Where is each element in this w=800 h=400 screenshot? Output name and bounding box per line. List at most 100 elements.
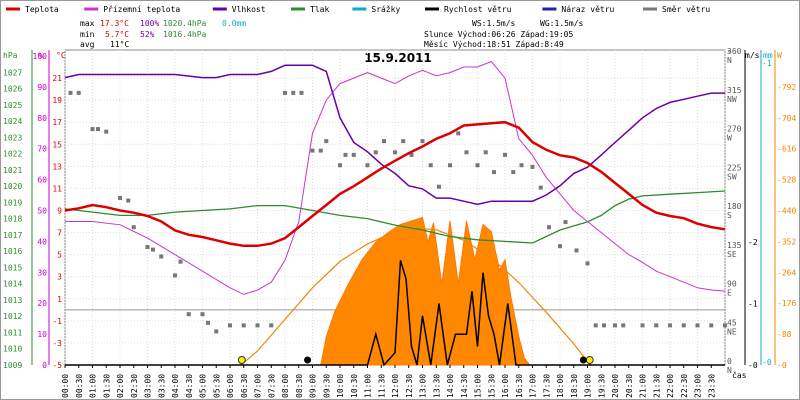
x-tick-label: 03:00 [144,374,153,398]
x-tick-label: 20:30 [625,374,634,398]
x-tick-label: 09:00 [309,374,318,398]
humidity-tick: 40 [37,237,47,246]
legend-item: Náraz větru [542,5,615,14]
humidity-tick: 50 [37,207,47,216]
wind-direction-dot [291,90,296,95]
stats-max-hum: 100% [140,19,159,28]
temperature-line [64,120,726,248]
temperature-tick: 5 [57,251,62,260]
wind-direction-dot [269,323,274,328]
wind-direction-dot [519,163,524,168]
humidity-tick: 70 [37,145,47,154]
solar-tick: -528 [777,176,796,185]
x-tick-label: 13:00 [419,374,428,398]
direction-tick: 45 [727,318,737,327]
wind-direction-dot [640,323,645,328]
wind-direction-dot [351,152,356,157]
time-axis-label: čas [732,370,747,380]
legend-item: Tlak [291,5,329,14]
stats-min-press: 1016.4hPa [163,30,207,39]
x-tick-label: 20:00 [611,374,620,398]
pressure-tick: 1027 [3,68,22,77]
temperature-tick: 7 [57,229,62,238]
stats-max-press: 1020.4hPa [163,19,207,28]
solar-tick: -704 [777,114,796,123]
legend-item: Vlhkost [212,5,266,14]
ground-temperature-line [65,60,726,295]
legend-label: Směr větru [662,5,710,14]
legend-item: Teplota [6,5,59,14]
pressure-tick: 1019 [3,198,22,207]
x-tick-label: 22:30 [680,374,689,398]
x-tick-label: 19:30 [597,374,606,398]
wind-speed-tick: -2 [748,238,758,247]
wind-direction-dot [654,323,659,328]
temperature-tick: 9 [57,207,62,216]
humidity-tick: 0 [42,361,47,370]
x-tick-label: 18:30 [570,374,579,398]
pressure-tick: 1015 [3,263,22,272]
direction-tick-name: SW [727,172,737,181]
x-tick-label: 12:30 [405,374,414,398]
wind-speed-tick: -0 [748,361,758,370]
direction-tick: 270 [727,125,742,134]
axes: 1009101010111012101310141015101610171018… [3,47,796,375]
wind-direction-dot [373,150,378,155]
wind-direction-dot [475,163,480,168]
temperature-tick: 21 [52,74,62,83]
solar-radiation-area [65,216,725,366]
pressure-tick: 1021 [3,166,22,175]
humidity-tick: 10 [37,330,47,339]
x-tick-label: 23:30 [707,374,716,398]
x-tick-label: 07:30 [267,374,276,398]
temperature-tick: 1 [57,295,62,304]
wind-speed-tick: -1 [748,299,758,308]
direction-tick: 90 [727,280,737,289]
x-tick-label: 09:30 [322,374,331,398]
x-tick-label: 13:30 [432,374,441,398]
wind-direction-dot [214,329,219,334]
wind-direction-dot [131,225,136,230]
direction-tick-name: N [727,56,732,65]
wind-direction-dot [393,150,397,155]
wind-direction-dot [118,195,122,200]
temperature-tick: 11 [52,184,62,193]
wind-direction-dot [448,163,452,168]
stats-moon: Měsíc Východ:18:51 Západ:8:49 [424,40,564,49]
x-tick-label: 10:00 [336,374,345,398]
x-tick-label: 00:30 [75,374,84,398]
stats-avg-label: avg [80,40,95,49]
pressure-tick: 1017 [3,231,22,240]
pressure-tick: 1010 [3,345,22,354]
chart-title: 15.9.2011 [364,51,432,65]
humidity-tick: 100 [33,52,48,61]
stats-wg: WG:1.5m/s [540,19,584,28]
legend-item: Rychlost větru [425,5,512,14]
direction-axis-label: ° [727,49,732,58]
rain-tick: -1 [762,59,772,68]
solar-tick: -176 [777,299,796,308]
direction-tick: 360 [727,47,742,56]
x-tick-label: 14:30 [460,374,469,398]
wind-direction-dot [299,90,304,95]
temperature-tick: -5 [52,361,62,370]
pressure-tick: 1012 [3,312,22,321]
direction-tick: 135 [727,241,742,250]
x-tick-label: 04:30 [185,374,194,398]
temperature-tick: -3 [52,339,62,348]
temperature-tick: 15 [52,140,62,149]
wind-direction-dot [574,248,579,253]
x-tick-label: 11:00 [364,374,373,398]
x-tick-label: 02:30 [130,374,139,398]
pressure-tick: 1018 [3,215,22,224]
pressure-tick: 1024 [3,117,22,126]
wind-direction-dot [602,323,606,328]
wind-direction-dot [228,323,232,328]
legend-label: Přízemní teplota [103,5,180,14]
wind-direction-dot [621,323,626,328]
pressure-tick: 1023 [3,133,22,142]
x-tick-label: 23:00 [694,374,703,398]
wind-direction-dot [530,164,535,169]
wind-direction-dot [151,247,155,252]
solar-tick: -264 [777,268,796,277]
